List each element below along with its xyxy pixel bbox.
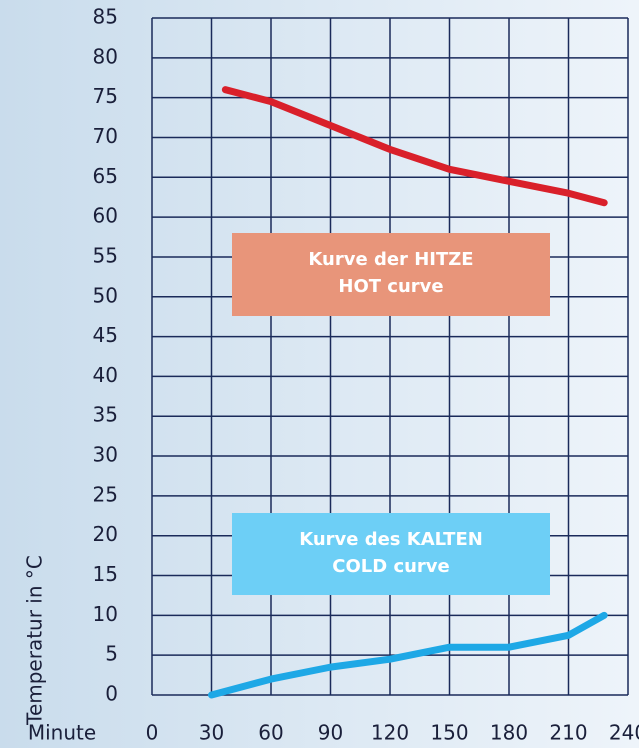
y-tick-label: 20 [93, 522, 118, 546]
x-tick-label: 60 [258, 721, 283, 745]
y-tick-label: 40 [93, 363, 118, 387]
y-tick-label: 70 [93, 124, 118, 148]
x-tick-label: 150 [430, 721, 468, 745]
annotation-text: HOT curve [338, 276, 443, 297]
line-series [221, 86, 608, 207]
y-tick-label: 25 [93, 482, 118, 506]
x-tick-label: 120 [371, 721, 409, 745]
x-axis-label: Minute [28, 721, 96, 745]
y-tick-label: 50 [93, 283, 118, 307]
y-axis-label: Temperatur in °C [23, 555, 47, 726]
y-tick-label: 65 [93, 164, 118, 188]
x-tick-label: 0 [146, 721, 159, 745]
x-tick-label: 90 [318, 721, 343, 745]
x-tick-label: 30 [199, 721, 224, 745]
annotation-text: Kurve des KALTEN [299, 529, 483, 550]
y-tick-label: 75 [93, 84, 118, 108]
y-tick-label: 35 [93, 403, 118, 427]
line-series [208, 611, 608, 699]
y-tick-label: 80 [93, 44, 118, 68]
annotation-box [232, 513, 550, 595]
annotation-text: Kurve der HITZE [308, 249, 473, 270]
y-tick-label: 85 [93, 5, 118, 29]
y-tick-label: 15 [93, 562, 118, 586]
x-tick-label: 210 [549, 721, 587, 745]
y-tick-label: 0 [105, 682, 118, 706]
y-tick-label: 60 [93, 204, 118, 228]
x-tick-label: 180 [490, 721, 528, 745]
y-tick-label: 10 [93, 602, 118, 626]
annotation-box [232, 233, 550, 316]
x-tick-label: 240 [609, 721, 639, 745]
y-tick-label: 5 [105, 642, 118, 666]
y-tick-label: 30 [93, 443, 118, 467]
y-tick-label: 45 [93, 323, 118, 347]
y-tick-label: 55 [93, 243, 118, 267]
annotation-text: COLD curve [332, 556, 450, 577]
